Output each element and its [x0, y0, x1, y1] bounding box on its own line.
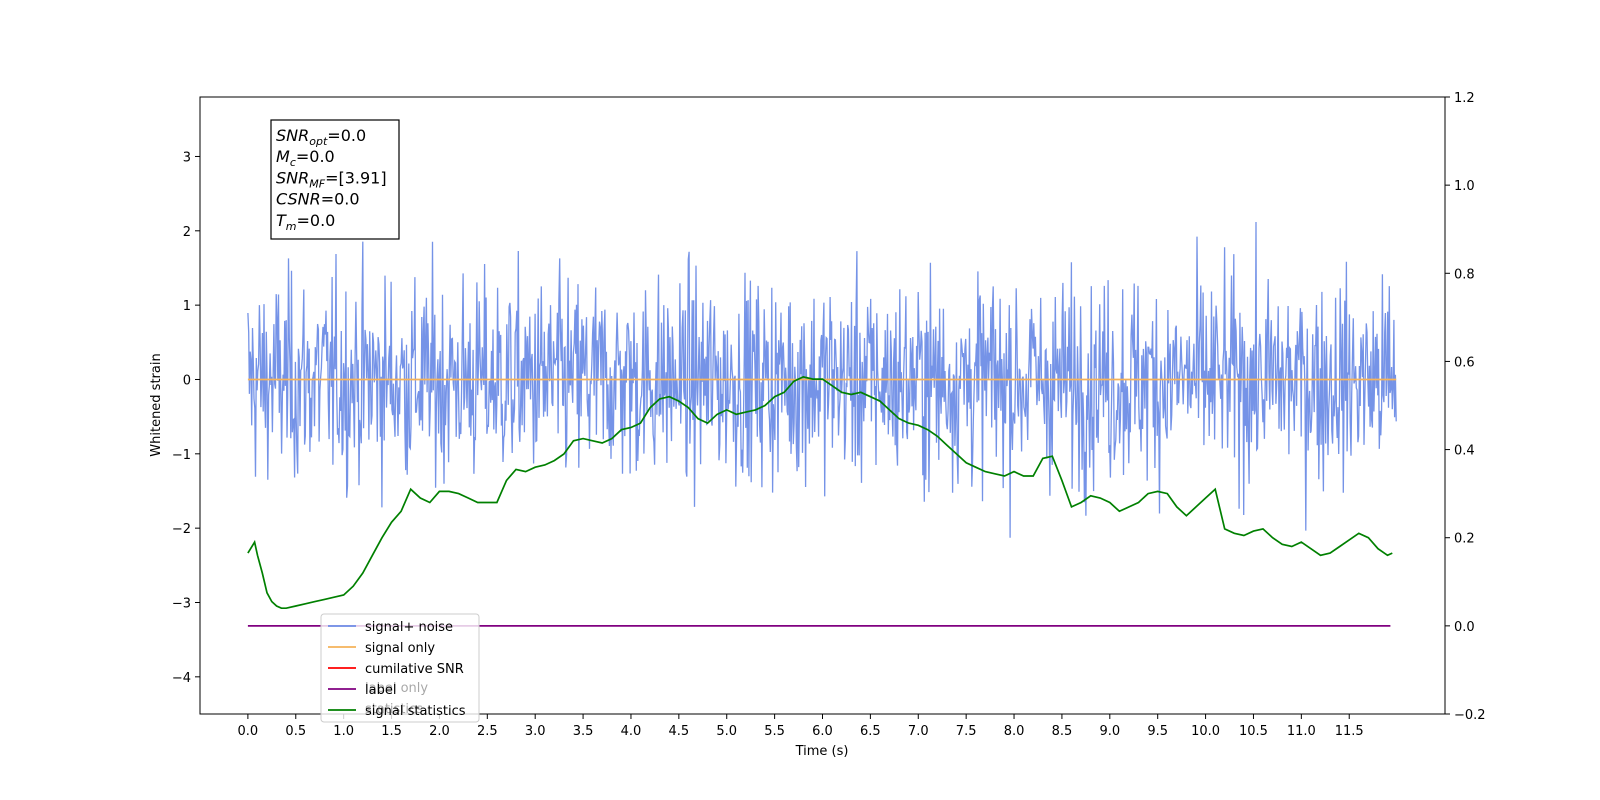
x-tick-label: 9.5 — [1147, 724, 1168, 739]
y-tick-label: −4 — [172, 671, 191, 686]
info-line: Mc=0.0 — [276, 147, 335, 169]
y-axis-left: 3 2 1 0 −1 −2 −3 −4 — [172, 150, 200, 686]
y2-tick-label: 0.0 — [1454, 620, 1475, 635]
series-line-signal-noise — [247, 221, 1397, 538]
y-tick-label: 2 — [183, 225, 191, 240]
x-tick-label: 7.5 — [956, 724, 977, 739]
legend-label: signal only — [365, 641, 435, 656]
legend-hidden-label: label only — [365, 681, 428, 696]
legend-hidden-label: statistics — [365, 702, 423, 717]
y2-tick-label: −0.2 — [1454, 708, 1486, 723]
y-tick-label: 1 — [183, 299, 191, 314]
y2-tick-label: 0.6 — [1454, 355, 1475, 370]
x-tick-label: 10.0 — [1191, 724, 1220, 739]
y-axis-right: 1.2 1.0 0.8 0.6 0.4 0.2 0.0 −0.2 — [1445, 91, 1486, 723]
x-tick-label: 11.0 — [1287, 724, 1316, 739]
x-tick-label: 9.0 — [1099, 724, 1120, 739]
x-tick-label: 4.5 — [669, 724, 690, 739]
info-line: Tm=0.0 — [276, 211, 335, 233]
x-tick-label: 6.5 — [860, 724, 881, 739]
x-tick-label: 10.5 — [1239, 724, 1268, 739]
legend-label: signal statistics — [365, 704, 466, 719]
x-tick-label: 5.0 — [716, 724, 737, 739]
y-tick-label: −1 — [172, 448, 191, 463]
x-tick-label: 1.5 — [381, 724, 402, 739]
y-tick-label: 3 — [183, 150, 191, 165]
x-tick-label: 7.0 — [908, 724, 929, 739]
signal-noise-series — [247, 221, 1397, 538]
info-line: SNRMF=[3.91] — [276, 168, 387, 190]
x-axis: 0.0 0.5 1.0 1.5 2.0 2.5 3.0 3.5 4.0 4.5 5.0 5.5 6.0 6… — [238, 714, 1364, 739]
series-line-signal-statistics — [247, 376, 1393, 610]
info-line: SNRopt=0.0 — [276, 126, 366, 148]
x-tick-label: 1.0 — [333, 724, 354, 739]
legend-label: signal+ noise — [365, 620, 453, 635]
y-axis-label: Whitened strain — [149, 353, 164, 456]
y2-tick-label: 0.4 — [1454, 444, 1475, 459]
x-tick-label: 3.0 — [525, 724, 546, 739]
y2-tick-label: 1.2 — [1454, 91, 1475, 106]
y2-tick-label: 0.2 — [1454, 532, 1475, 547]
y2-tick-label: 1.0 — [1454, 179, 1475, 194]
x-tick-label: 3.5 — [573, 724, 594, 739]
legend-label: label — [365, 683, 396, 698]
x-tick-label: 5.5 — [764, 724, 785, 739]
x-tick-label: 0.0 — [238, 724, 259, 739]
x-tick-label: 2.0 — [429, 724, 450, 739]
x-tick-label: 8.5 — [1052, 724, 1073, 739]
legend: label only statistics signal+ noise signal… — [320, 613, 480, 723]
y-tick-label: −3 — [172, 596, 191, 611]
info-line: CSNR=0.0 — [276, 190, 360, 209]
legend-label: cumilative SNR — [365, 662, 464, 677]
legend-frame — [320, 613, 480, 723]
y-tick-label: −2 — [172, 522, 191, 537]
x-tick-label: 0.5 — [285, 724, 306, 739]
y-tick-label: 0 — [183, 373, 191, 388]
x-tick-label: 4.0 — [621, 724, 642, 739]
x-tick-label: 2.5 — [477, 724, 498, 739]
x-tick-label: 11.5 — [1335, 724, 1364, 739]
info-box-frame — [270, 119, 400, 240]
x-tick-label: 6.0 — [812, 724, 833, 739]
x-axis-label: Time (s) — [795, 744, 849, 759]
y2-tick-label: 0.8 — [1454, 267, 1475, 282]
x-tick-label: 8.0 — [1004, 724, 1025, 739]
